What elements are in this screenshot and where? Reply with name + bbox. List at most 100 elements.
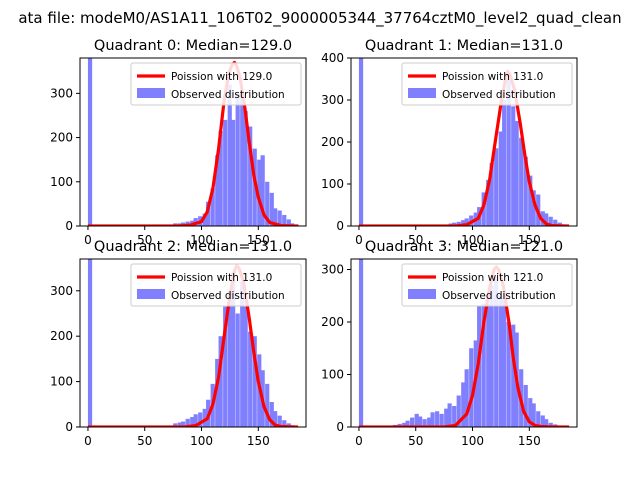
histogram-bar [444,408,449,427]
legend: Poission with 131.0 Observed distribution [130,263,302,307]
x-tick-label: 50 [137,434,152,448]
y-tick-label: 300 [50,86,73,100]
histogram-bar [198,412,203,427]
legend-box [401,263,573,307]
histogram-bar [464,369,469,427]
histogram-bar [282,214,287,226]
histogram-bar [540,415,545,427]
y-tick-label: 0 [336,420,344,434]
histogram-bar [257,159,262,226]
histogram-bar [286,219,291,226]
legend-label-model: Poission with 129.0 [171,71,272,83]
x-tick-label: 150 [247,233,270,247]
histogram-bar [248,331,253,427]
subplot-title: Quadrant 3: Median=121.0 [365,239,563,255]
y-tick-label: 300 [50,284,73,298]
histogram-bar [193,414,198,427]
histogram-bar [486,179,491,226]
histogram-bar [427,417,432,427]
x-tick-label: 100 [190,434,213,448]
histogram-bar [410,417,415,427]
y-tick-label: 200 [321,135,344,149]
y-tick-label: 100 [321,177,344,191]
histogram-bar [528,175,533,226]
histogram-bar [252,336,257,427]
x-tick-label: 150 [518,434,541,448]
histogram-bar [265,383,270,427]
y-tick-label: 200 [321,315,344,329]
axes-frame [79,57,307,227]
histogram-bar [181,421,186,427]
y-tick-label: 300 [321,93,344,107]
x-tick-label: 100 [461,233,484,247]
histogram-bar [190,417,195,427]
histogram-bar [185,418,190,427]
histogram-bar [215,358,220,427]
legend-bar-swatch [408,289,436,299]
histogram-bar [544,419,549,427]
histogram-bar [243,306,248,427]
legend-label-observed: Observed distribution [442,290,556,302]
y-tick-label: 0 [336,219,344,233]
histogram-bar [481,303,486,427]
histogram-bar [548,422,553,427]
histogram-bar [218,130,223,226]
histogram-bar [202,213,207,226]
y-tick-label: 100 [321,368,344,382]
legend-box [130,62,302,106]
histogram-bar [528,398,533,427]
subplot-title: Quadrant 2: Median=131.0 [94,239,292,255]
histogram-bar [414,413,419,427]
y-tick-label: 100 [50,375,73,389]
histogram-bar [248,126,253,226]
x-tick-label: 50 [408,434,423,448]
histogram-bar [523,385,528,427]
histogram-bar [240,93,245,226]
histogram-bar [227,84,232,226]
histogram-bar [456,221,461,226]
histogram-bar [494,148,499,226]
histogram-bar [235,313,240,427]
histogram-bar [235,93,240,226]
histogram-bar [506,322,511,427]
histogram-bar [240,281,245,427]
axes-frame [79,258,307,428]
histogram-bar [553,219,558,226]
histogram-bar [469,348,474,427]
y-tick-label: 200 [50,131,73,145]
histogram-bar [273,411,278,427]
histogram-bar [269,402,274,427]
subplot-title: Quadrant 1: Median=131.0 [365,38,563,54]
histogram-bar [265,181,270,226]
histogram-bar [489,285,494,427]
legend: Poission with 131.0 Observed distribution [401,62,573,106]
histogram-bar [498,295,503,427]
histogram-bar [523,156,528,226]
histogram-bar [358,259,364,427]
histogram-bar [447,403,452,427]
histogram-bar [215,155,220,226]
legend-label-observed: Observed distribution [171,89,285,101]
histogram-bar [277,415,282,427]
histogram-bar [243,111,248,226]
histogram-bar [519,137,524,226]
x-tick-label: 150 [518,233,541,247]
histogram-bar [405,420,410,427]
histogram-bar [277,210,282,226]
histogram-bar [548,216,553,226]
histogram-bar [452,406,457,427]
subplot-quadrant-3: 0 50 100 150 0 100 200 300 Quadrant 3: Median=12… [321,239,578,448]
y-tick-label: 400 [321,51,344,65]
legend: Poission with 121.0 Observed distribution [401,263,573,307]
histogram-bar [286,423,291,427]
histogram-bar [511,324,516,427]
legend-bar-swatch [408,88,436,98]
histogram-bar [87,58,93,226]
x-tick-label: 0 [355,434,363,448]
y-tick-label: 300 [321,263,344,277]
legend-label-model: Poission with 121.0 [442,272,543,284]
axes-frame [350,258,578,428]
histogram-bar [531,190,536,226]
histogram-bar [282,420,287,427]
